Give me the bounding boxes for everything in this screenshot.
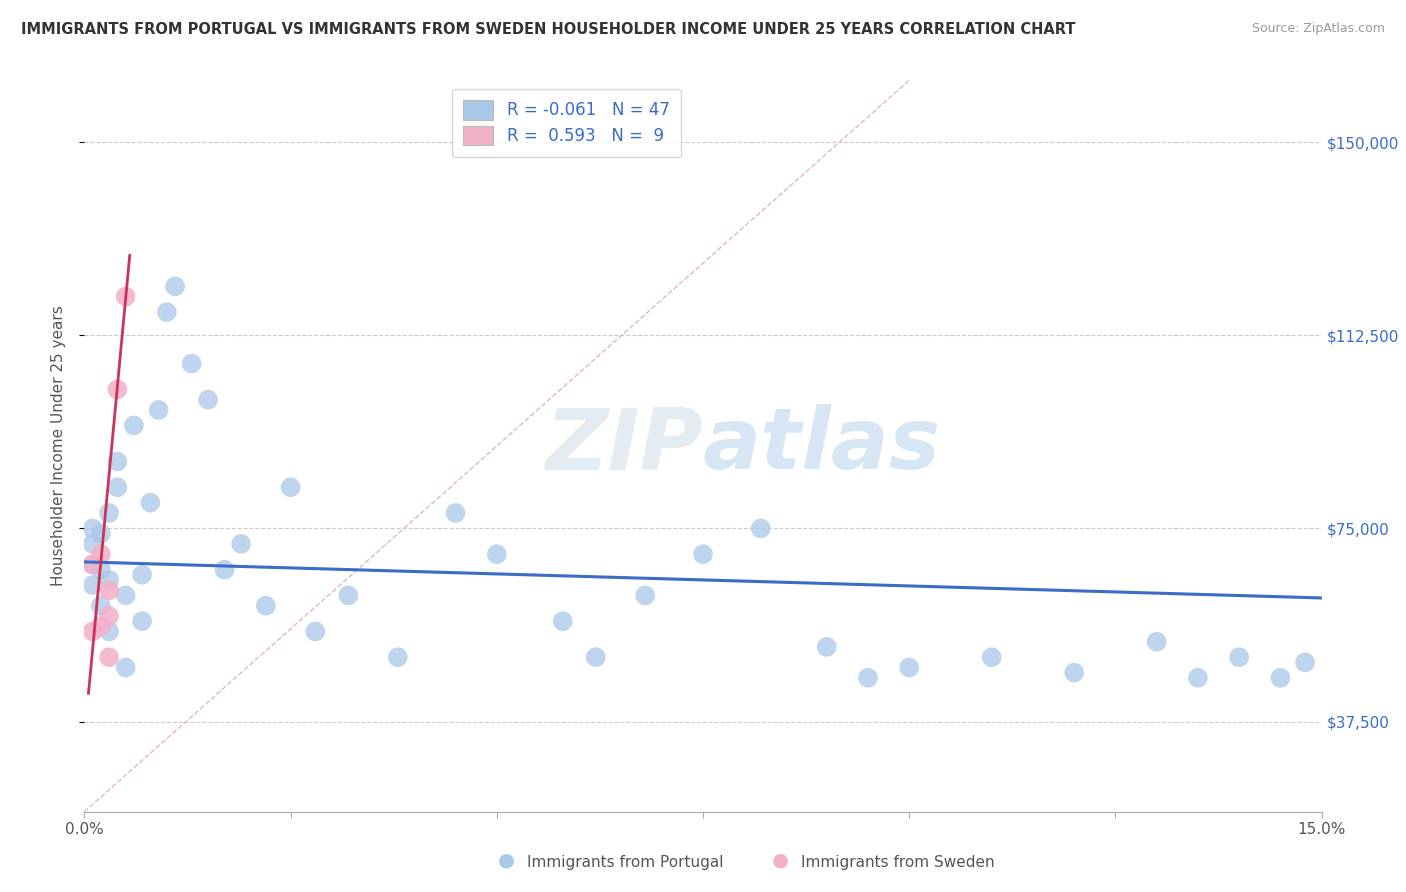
- Point: [82, 537, 104, 551]
- Point: [280, 480, 302, 494]
- Point: [82, 558, 104, 572]
- Point: [90, 619, 112, 633]
- Point: [898, 660, 921, 674]
- Point: [90, 547, 112, 561]
- Point: [90, 599, 112, 613]
- Text: ●: ●: [772, 851, 789, 870]
- Legend: R = -0.061   N = 47, R =  0.593   N =  9: R = -0.061 N = 47, R = 0.593 N = 9: [451, 88, 681, 157]
- Text: Source: ZipAtlas.com: Source: ZipAtlas.com: [1251, 22, 1385, 36]
- Point: [131, 567, 153, 582]
- Point: [692, 547, 714, 561]
- Point: [98, 506, 121, 520]
- Point: [197, 392, 219, 407]
- Point: [180, 357, 202, 371]
- Point: [114, 290, 136, 304]
- Point: [98, 624, 121, 639]
- Point: [387, 650, 409, 665]
- Point: [105, 480, 128, 494]
- Point: [105, 454, 128, 468]
- Point: [214, 563, 236, 577]
- Point: [1270, 671, 1292, 685]
- Text: atlas: atlas: [703, 404, 941, 488]
- Text: ZIP: ZIP: [546, 404, 703, 488]
- Point: [1294, 656, 1316, 670]
- Point: [114, 660, 136, 674]
- Point: [148, 403, 170, 417]
- Text: IMMIGRANTS FROM PORTUGAL VS IMMIGRANTS FROM SWEDEN HOUSEHOLDER INCOME UNDER 25 Y: IMMIGRANTS FROM PORTUGAL VS IMMIGRANTS F…: [21, 22, 1076, 37]
- Point: [1146, 634, 1168, 648]
- Point: [98, 650, 121, 665]
- Point: [90, 563, 112, 577]
- Point: [139, 496, 162, 510]
- Point: [337, 588, 360, 602]
- Point: [551, 614, 574, 628]
- Point: [82, 624, 104, 639]
- Point: [585, 650, 607, 665]
- Point: [105, 382, 128, 396]
- Point: [254, 599, 277, 613]
- Point: [1227, 650, 1250, 665]
- Point: [131, 614, 153, 628]
- Point: [114, 588, 136, 602]
- Point: [98, 583, 121, 598]
- Point: [749, 521, 772, 535]
- Point: [90, 526, 112, 541]
- Point: [856, 671, 879, 685]
- Point: [82, 578, 104, 592]
- Text: ●: ●: [498, 851, 515, 870]
- Point: [229, 537, 252, 551]
- Point: [98, 609, 121, 624]
- Point: [82, 558, 104, 572]
- Point: [444, 506, 467, 520]
- Point: [82, 521, 104, 535]
- Point: [1187, 671, 1209, 685]
- Point: [304, 624, 326, 639]
- Text: Immigrants from Portugal: Immigrants from Portugal: [527, 855, 724, 870]
- Point: [98, 573, 121, 587]
- Point: [156, 305, 179, 319]
- Point: [165, 279, 187, 293]
- Point: [634, 588, 657, 602]
- Y-axis label: Householder Income Under 25 years: Householder Income Under 25 years: [51, 306, 66, 586]
- Point: [815, 640, 838, 654]
- Point: [980, 650, 1002, 665]
- Point: [485, 547, 508, 561]
- Point: [122, 418, 145, 433]
- Text: Immigrants from Sweden: Immigrants from Sweden: [801, 855, 995, 870]
- Point: [1063, 665, 1085, 680]
